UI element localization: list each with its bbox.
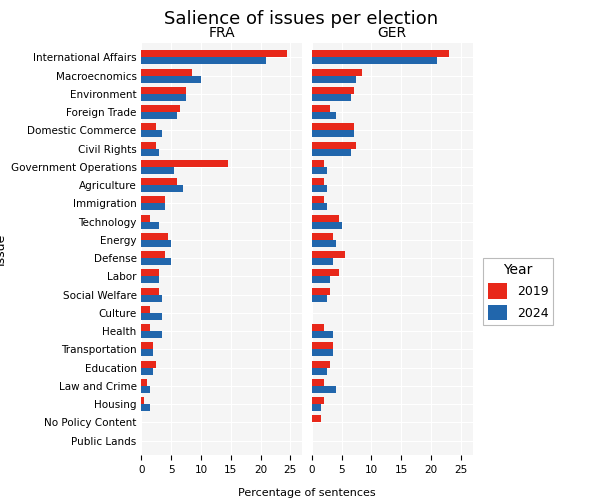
Bar	[312, 270, 339, 276]
Bar	[312, 361, 330, 368]
Bar	[141, 386, 150, 393]
Text: Percentage of sentences: Percentage of sentences	[238, 488, 376, 498]
Bar	[141, 368, 154, 375]
Bar	[141, 112, 177, 119]
Bar	[141, 331, 163, 338]
Bar	[312, 386, 336, 393]
Text: Salience of issues per election: Salience of issues per election	[164, 10, 438, 28]
Bar	[312, 215, 339, 222]
Bar	[141, 148, 160, 155]
Bar	[312, 276, 330, 283]
Bar	[312, 222, 341, 228]
Bar	[141, 142, 157, 148]
Bar	[141, 50, 287, 57]
Bar	[312, 142, 356, 148]
Bar	[141, 123, 157, 130]
Bar	[312, 94, 350, 101]
Bar	[312, 87, 353, 94]
Bar	[141, 167, 174, 174]
Bar	[312, 295, 327, 301]
Bar	[312, 258, 333, 265]
Bar	[312, 123, 353, 130]
Bar	[312, 343, 333, 350]
Y-axis label: Issue: Issue	[0, 233, 7, 265]
Bar	[141, 343, 154, 350]
Bar	[312, 397, 324, 404]
Title: GER: GER	[377, 26, 407, 40]
Legend: 2019, 2024: 2019, 2024	[483, 258, 553, 325]
Bar	[312, 197, 324, 203]
Bar	[141, 240, 171, 247]
Bar	[141, 404, 150, 411]
Bar	[141, 87, 186, 94]
Bar	[312, 57, 437, 64]
Bar	[141, 306, 150, 313]
Bar	[141, 203, 166, 210]
Bar	[312, 75, 356, 82]
Bar	[312, 160, 324, 167]
Bar	[141, 215, 150, 222]
Bar	[312, 324, 324, 331]
Bar	[312, 240, 336, 247]
Title: FRA: FRA	[208, 26, 235, 40]
Bar	[141, 324, 150, 331]
Bar	[312, 331, 333, 338]
Bar	[141, 178, 177, 185]
Bar	[312, 233, 333, 240]
Bar	[312, 69, 362, 75]
Bar	[312, 251, 344, 258]
Bar	[312, 130, 353, 137]
Bar	[141, 57, 267, 64]
Bar	[141, 69, 192, 75]
Bar	[141, 185, 183, 192]
Bar	[312, 148, 350, 155]
Bar	[141, 130, 163, 137]
Bar	[141, 160, 228, 167]
Bar	[312, 167, 327, 174]
Bar	[141, 350, 154, 356]
Bar	[312, 203, 327, 210]
Bar	[312, 379, 324, 386]
Bar	[312, 404, 321, 411]
Bar	[141, 379, 147, 386]
Bar	[312, 178, 324, 185]
Bar	[312, 112, 336, 119]
Bar	[141, 251, 166, 258]
Bar	[141, 233, 168, 240]
Bar	[312, 185, 327, 192]
Bar	[141, 75, 201, 82]
Bar	[312, 288, 330, 295]
Bar	[312, 105, 330, 112]
Bar	[141, 222, 160, 228]
Bar	[312, 415, 321, 423]
Bar	[141, 361, 157, 368]
Bar	[141, 270, 160, 276]
Bar	[141, 197, 166, 203]
Bar	[141, 94, 186, 101]
Bar	[141, 295, 163, 301]
Bar	[141, 313, 163, 320]
Bar	[312, 368, 327, 375]
Bar	[141, 397, 144, 404]
Bar	[141, 288, 160, 295]
Bar	[312, 50, 448, 57]
Bar	[141, 105, 180, 112]
Bar	[141, 258, 171, 265]
Bar	[141, 276, 160, 283]
Bar	[312, 350, 333, 356]
